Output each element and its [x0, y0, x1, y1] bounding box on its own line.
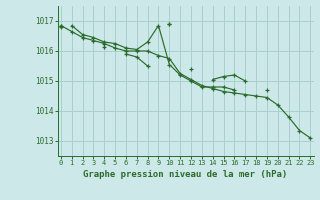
X-axis label: Graphe pression niveau de la mer (hPa): Graphe pression niveau de la mer (hPa): [84, 170, 288, 179]
